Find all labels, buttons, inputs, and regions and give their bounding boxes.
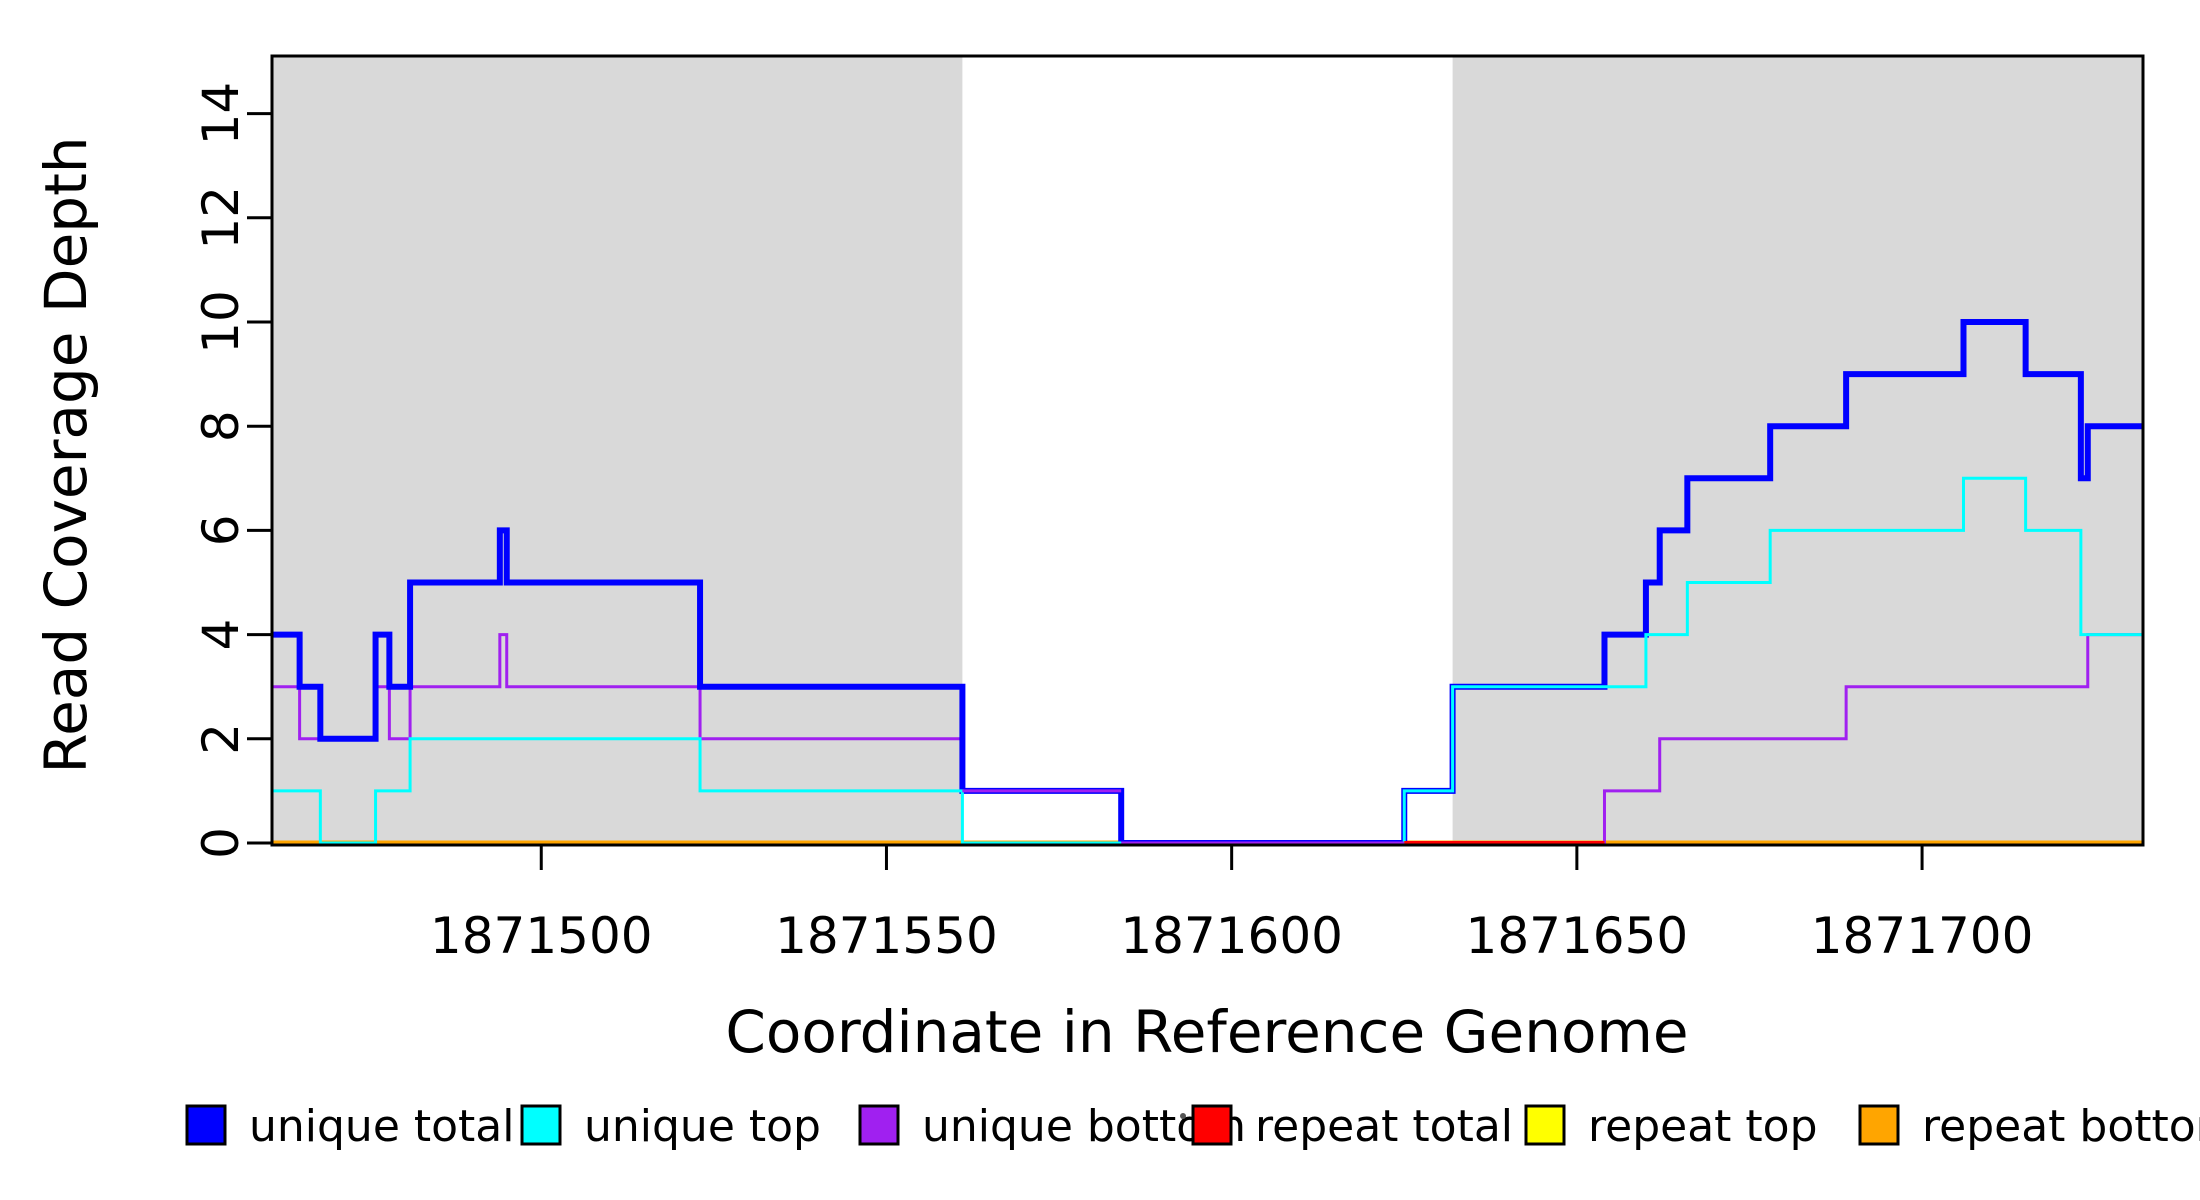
legend-item-repeat-bottom: repeat bottom — [1858, 1101, 2200, 1152]
y-axis: 0 2 4 6 8 10 12 14 — [192, 82, 272, 859]
legend-swatch — [1191, 1104, 1233, 1146]
series-line-unique-top — [272, 476, 2143, 845]
stray-dot — [1180, 1113, 1186, 1119]
plot-box-border — [270, 54, 2145, 847]
y-tick-label: 14 — [192, 82, 250, 146]
shaded-region — [272, 57, 963, 844]
x-axis-title: Coordinate in Reference Genome — [725, 998, 1688, 1066]
legend-label: repeat top — [1588, 1101, 1818, 1152]
y-tick-label: 10 — [192, 290, 250, 354]
legend-item-unique-top: unique top — [520, 1101, 821, 1152]
y-tick-label: 12 — [192, 186, 250, 250]
y-tick-label: 0 — [192, 827, 250, 859]
y-tick-label: 8 — [192, 410, 250, 442]
legend-swatch — [1858, 1104, 1900, 1146]
coverage-step-lines — [272, 319, 2143, 846]
legend-label: unique total — [249, 1101, 514, 1152]
x-tick-label: 1871600 — [1120, 907, 1343, 965]
legend-label: unique top — [584, 1101, 821, 1152]
legend-item-repeat-top: repeat top — [1524, 1101, 1818, 1152]
legend-label: repeat total — [1255, 1101, 1513, 1152]
y-tick-label: 6 — [192, 514, 250, 546]
legend-swatch — [1524, 1104, 1566, 1146]
legend-label: repeat bottom — [1922, 1101, 2200, 1152]
series-line-unique-bottom — [272, 633, 2143, 845]
chart-legend: unique total unique top unique bottom repea… — [185, 1101, 2200, 1152]
x-tick-label: 1871500 — [430, 907, 653, 965]
unique-region-shading — [272, 57, 2143, 844]
x-tick-label: 1871700 — [1811, 907, 2034, 965]
shaded-region — [1452, 57, 2143, 844]
baseline-overlap-lines — [962, 789, 1605, 845]
y-axis-title: Read Coverage Depth — [32, 136, 100, 773]
x-axis: 1871500 1871550 1871600 1871650 1871700 — [430, 845, 2033, 965]
y-tick-label: 2 — [192, 723, 250, 755]
legend-swatch — [858, 1104, 900, 1146]
y-tick-label: 4 — [192, 619, 250, 651]
x-tick-label: 1871650 — [1466, 907, 1689, 965]
x-tick-label: 1871550 — [775, 907, 998, 965]
legend-item-repeat-total: repeat total — [1191, 1101, 1513, 1152]
legend-swatch — [185, 1104, 227, 1146]
legend-item-unique-total: unique total — [185, 1101, 514, 1152]
legend-swatch — [520, 1104, 562, 1146]
